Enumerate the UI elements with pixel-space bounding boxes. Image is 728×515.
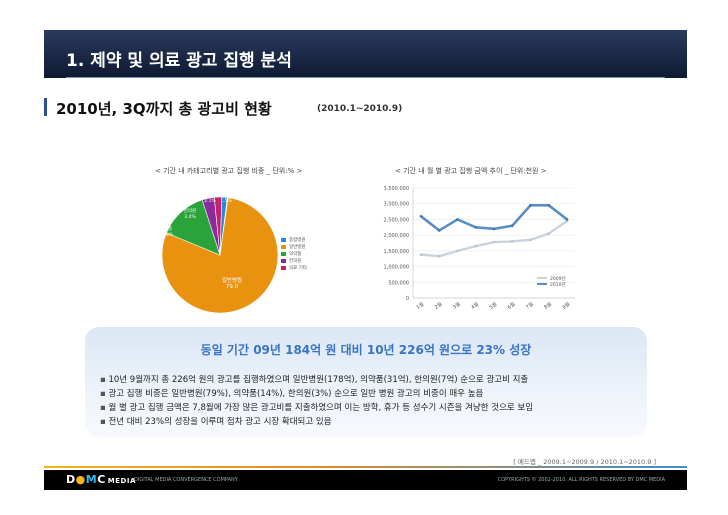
legend-label: 의료 기타	[289, 266, 307, 271]
series-point	[492, 227, 496, 231]
y-tick-label: 1,000,000	[384, 265, 409, 271]
footer-copyright: COPYRIGHTS © 2002-2010. ALL RIGHTS RESER…	[497, 477, 665, 483]
pie-label-value: 3.4%	[184, 214, 196, 220]
heading-accent-bar	[44, 98, 47, 116]
pie-caption: < 기간 내 카테고리별 광고 집행 비중 _ 단위:% >	[155, 167, 303, 175]
bullet-item: 월 별 광고 집행 금액은 7,8월에 가장 많은 광고비를 지출하였으며 이는…	[100, 401, 533, 415]
logo-c: C	[97, 473, 106, 486]
series-point	[419, 214, 423, 218]
title-bar: 1. 제약 및 의료 광고 집행 분석	[44, 30, 687, 78]
logo-o-icon: ●	[75, 473, 86, 486]
legend-label: 2010년	[550, 281, 566, 288]
pie-label-name: 의료 기타	[201, 191, 220, 198]
logo-media: MEDIA	[107, 477, 136, 485]
pie-slice	[219, 196, 228, 256]
pie-label-value: 79.0	[226, 284, 239, 290]
series-point	[510, 224, 514, 228]
series-point	[474, 244, 478, 248]
y-tick-label: 500,000	[388, 280, 409, 286]
x-tick-label: 7월	[524, 300, 535, 310]
pie-legend-item: 한의원	[281, 258, 307, 265]
x-tick-label: 4월	[470, 300, 481, 310]
y-tick-label: 0	[406, 296, 409, 302]
legend-label: 의약품	[289, 252, 302, 257]
bullet-item: 광고 집행 비중은 일반병원(79%), 의약품(14%), 한의원(3%) 순…	[100, 387, 533, 401]
series-point	[529, 238, 532, 242]
series-point	[456, 218, 459, 221]
pie-label: 의료 기타2.1%	[201, 191, 220, 204]
footer-tagline: DIGITAL MEDIA CONVERGENCE COMPANY	[134, 477, 238, 483]
series-point	[547, 203, 551, 207]
series-point	[565, 218, 569, 221]
y-tick-label: 2,000,000	[384, 233, 409, 239]
logo-m: M	[85, 473, 98, 486]
pie-legend-item: 종합병원	[281, 237, 307, 244]
series-point	[547, 232, 551, 235]
series-point	[492, 240, 496, 244]
series-point	[510, 240, 514, 243]
series-point	[456, 249, 459, 253]
legend-label: 일반병원	[289, 245, 306, 250]
legend-swatch	[281, 265, 286, 270]
x-tick-label: 8월	[543, 300, 554, 310]
section-title: 2010년, 3Q까지 총 광고비 현황	[56, 100, 272, 118]
bullet-item: 10년 9월까지 총 226억 원의 광고를 집행하였으며 일반병원(178억)…	[100, 373, 533, 387]
series-point	[437, 229, 441, 232]
pie-legend-item: 일반병원	[281, 244, 307, 251]
series-line	[420, 203, 568, 232]
y-tick-label: 2,500,000	[384, 217, 409, 223]
summary-bullets: 10년 9월까지 총 226억 원의 광고를 집행하였으며 일반병원(178억)…	[100, 373, 533, 429]
series-point	[529, 203, 532, 207]
logo-d: D	[66, 473, 76, 486]
section-period: (2010.1~2010.9)	[317, 104, 403, 114]
page-title: 1. 제약 및 의료 광고 집행 분석	[66, 51, 292, 71]
pie-label-name: 종합병원	[218, 191, 235, 198]
footer: D●MC MEDIA DIGITAL MEDIA CONVERGENCE COMP…	[44, 470, 687, 490]
legend-swatch	[281, 244, 286, 249]
legend-swatch	[281, 237, 286, 242]
y-tick-label: 1,500,000	[384, 249, 409, 255]
legend-label: 2009년	[550, 275, 566, 282]
pie-legend-item: 의약품	[281, 251, 307, 258]
x-tick-label: 1월	[415, 300, 426, 310]
y-tick-label: 3,000,000	[384, 202, 409, 208]
series-point	[474, 225, 478, 229]
bullet-item: 전년 대비 23%의 성장을 이루며 점차 광고 시장 확대되고 있음	[100, 415, 533, 429]
y-tick-label: 3,500,000	[384, 186, 409, 192]
pie-label-value: 13.8%	[159, 232, 174, 238]
x-tick-label: 5월	[488, 300, 499, 310]
x-tick-label: 6월	[506, 300, 517, 310]
pie-label-value: 1.5%	[220, 198, 232, 204]
highlight-text: 동일 기간 09년 184억 원 대비 10년 226억 원으로 23% 성장	[200, 343, 532, 357]
x-tick-label: 3월	[451, 300, 462, 310]
pie-label-name: 일반병원	[222, 276, 242, 284]
line-chart-title: < 기간 내 월 별 광고 집행 금액 추이 _ 단위:천원 >	[395, 167, 547, 175]
pie-label-name: 의약품	[160, 225, 172, 232]
legend-swatch	[281, 251, 286, 256]
x-tick-label: 2월	[433, 300, 444, 310]
dmc-logo: D●MC MEDIA	[66, 473, 136, 486]
title-underline	[66, 77, 665, 78]
series-point	[419, 253, 423, 256]
legend-swatch	[281, 258, 286, 263]
legend-label: 종합병원	[289, 238, 306, 243]
legend-label: 한의원	[289, 259, 302, 264]
x-tick-label: 9월	[561, 300, 572, 310]
pie-legend-item: 의료 기타	[281, 265, 307, 272]
pie-label-value: 2.1%	[204, 198, 216, 204]
source-note: [ 메드앱 _ 2009.1~2009.9 / 2010.1~2010.9 ]	[513, 458, 656, 466]
footer-color-rule	[44, 466, 687, 468]
series-point	[437, 254, 441, 258]
pie-label-name: 한의원	[184, 207, 196, 214]
